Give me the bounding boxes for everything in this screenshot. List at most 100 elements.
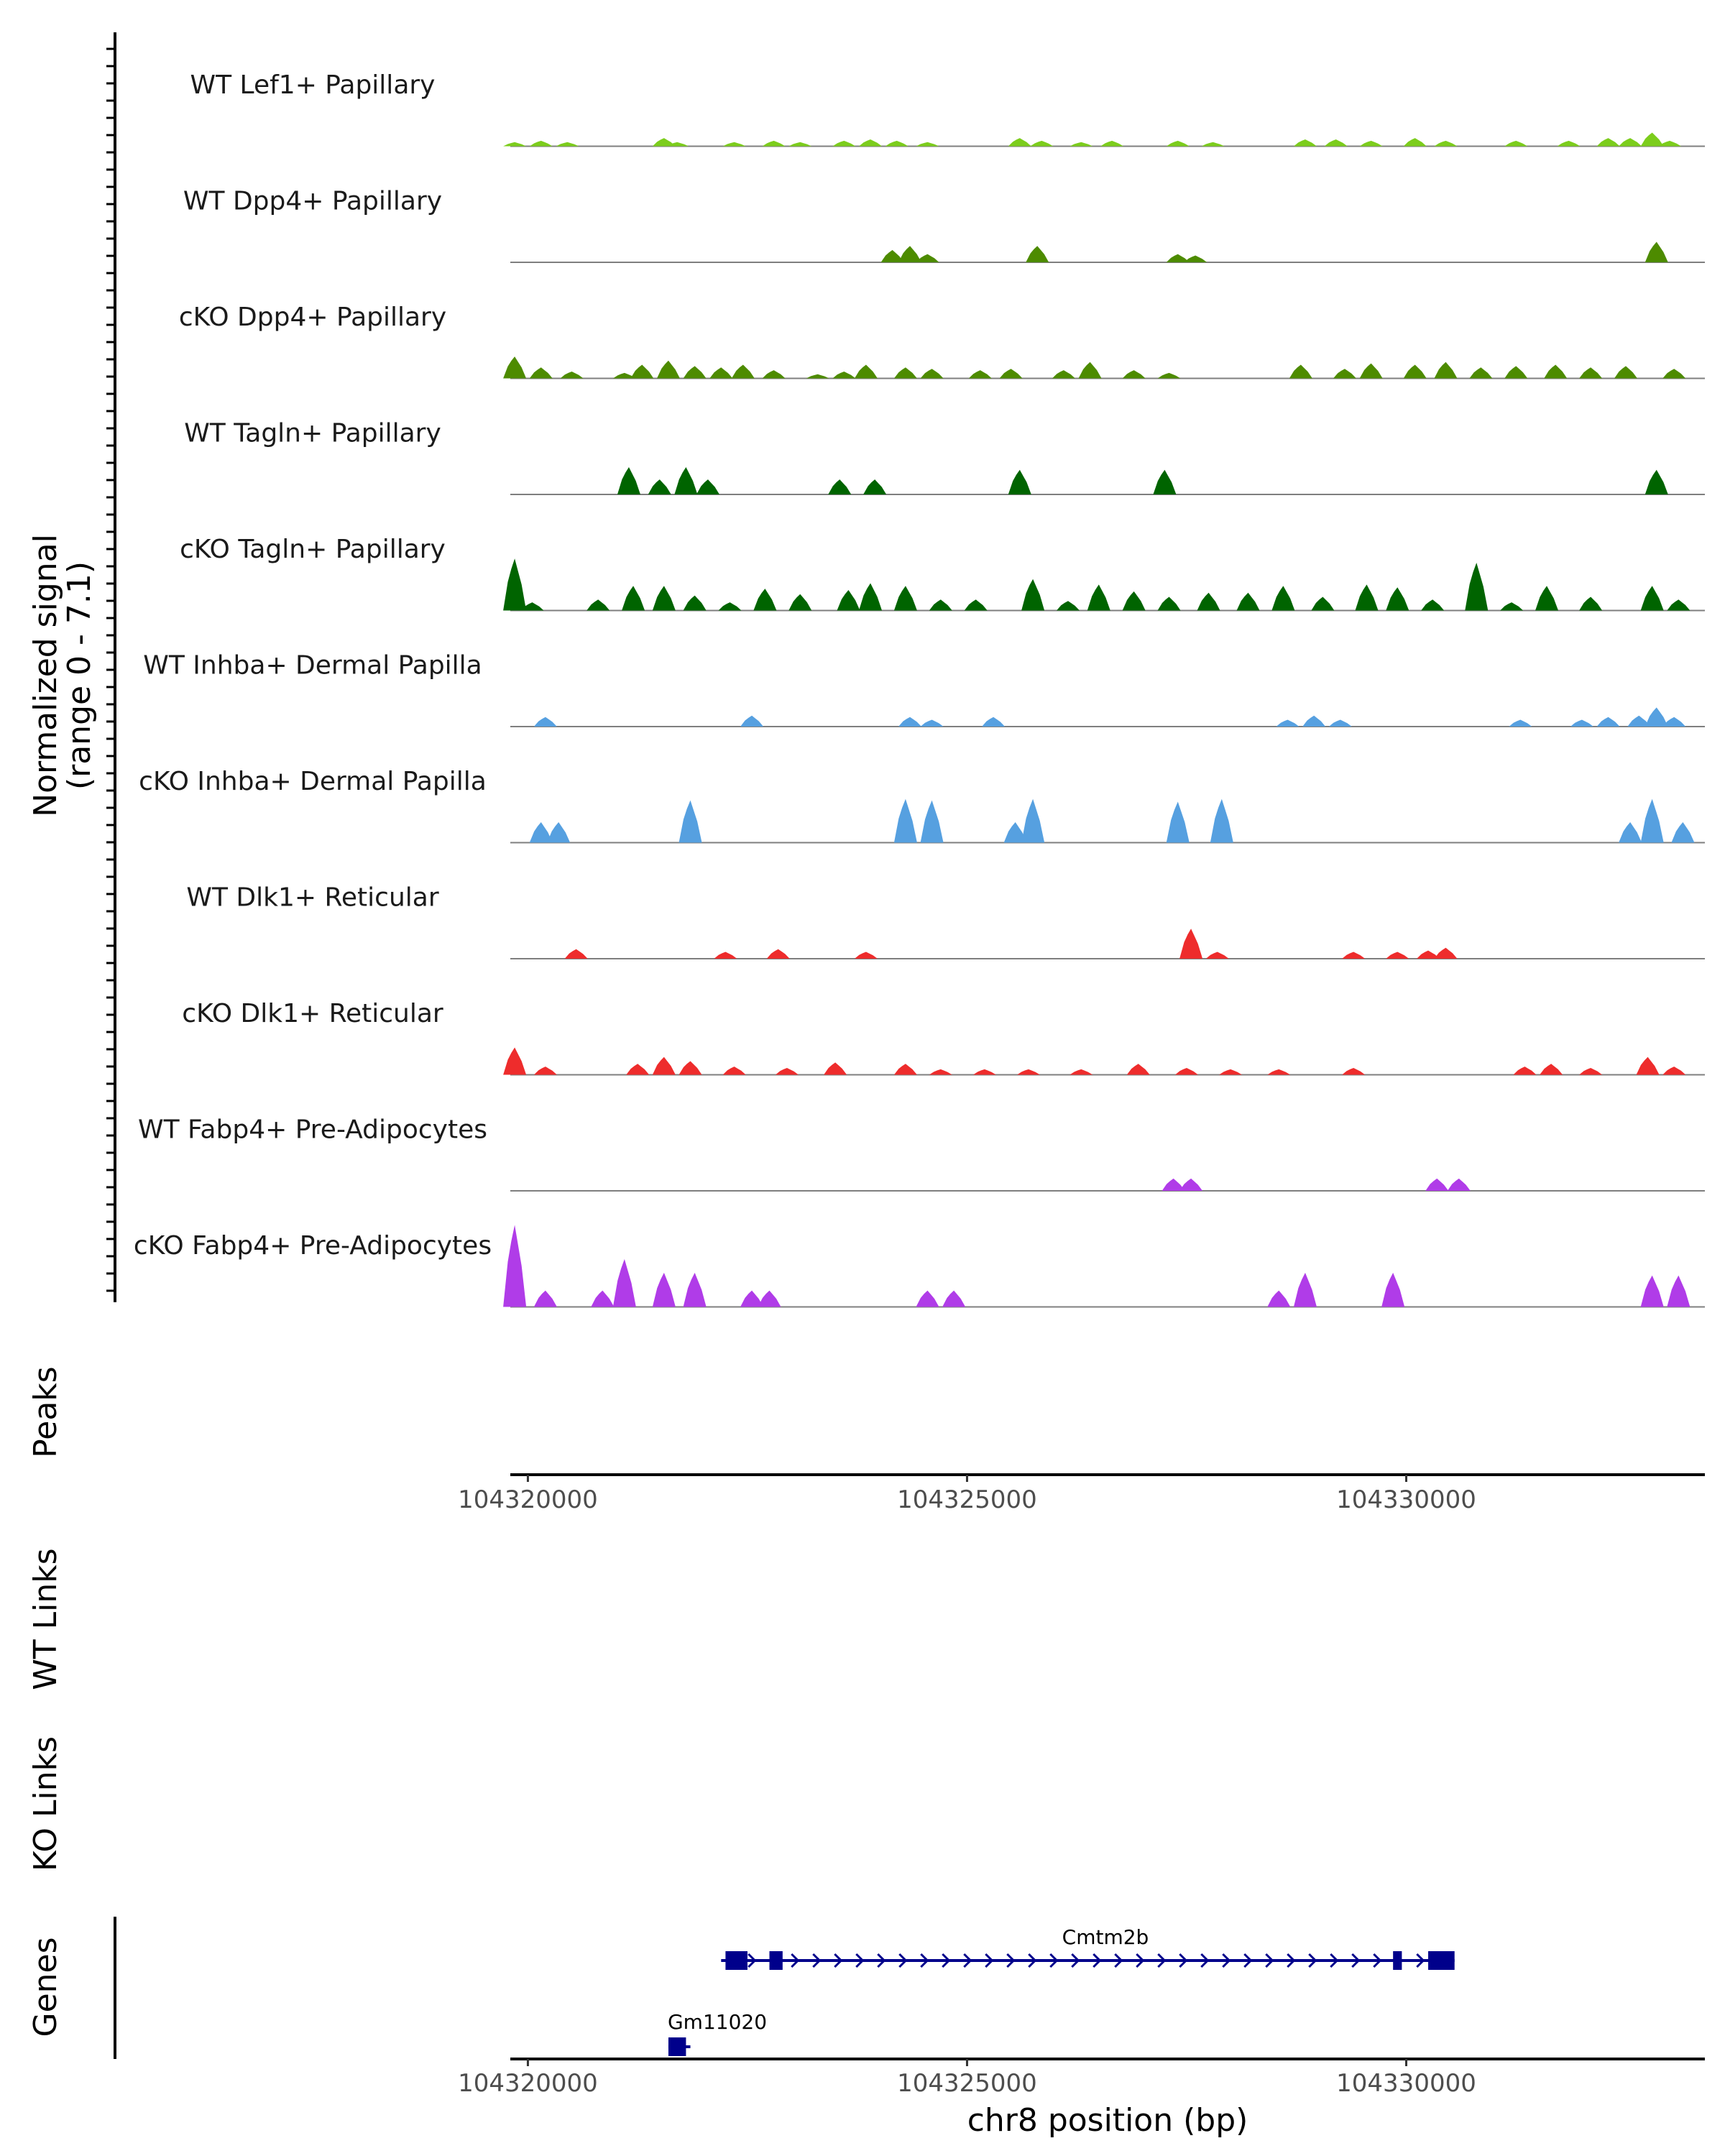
gene-exon: [1393, 1951, 1402, 1970]
coverage-peak: [503, 1047, 527, 1075]
strand-chevron: [1114, 1953, 1123, 1968]
coverage-peak: [1276, 719, 1300, 727]
coverage-peak: [591, 1290, 615, 1307]
coverage-peak: [1078, 361, 1102, 379]
coverage-peak: [1210, 798, 1233, 843]
coverage-track-label: WT Tagln+ Papillary: [184, 419, 441, 448]
coverage-peak: [1662, 1067, 1686, 1075]
coverage-peak: [1271, 586, 1295, 611]
strand-chevron: [985, 1953, 994, 1968]
coverage-peak: [1293, 139, 1317, 147]
coverage-peak: [1644, 241, 1668, 262]
coverage-peak: [1535, 586, 1559, 611]
coverage-y-label-line2: (range 0 - 7.1): [61, 561, 98, 790]
coverage-peak: [1640, 586, 1664, 611]
strand-chevron: [1071, 1953, 1080, 1968]
coverage-peak: [612, 1259, 636, 1307]
links-panel: WT Links KO Links: [27, 1548, 64, 1871]
coverage-peak: [740, 715, 764, 727]
coverage-peak: [1540, 1064, 1563, 1075]
coverage-peak: [612, 372, 636, 379]
coverage-peak: [1667, 1275, 1690, 1307]
strand-chevron: [1351, 1953, 1361, 1968]
coverage-peak: [648, 479, 671, 494]
coverage-peak: [529, 140, 553, 147]
coverage-peak: [788, 594, 812, 611]
coverage-peak: [1179, 929, 1203, 959]
coverage-peak: [1153, 469, 1177, 494]
coverage-peak: [1636, 1056, 1660, 1075]
coverage-track-label: WT Dpp4+ Papillary: [183, 187, 442, 216]
coverage-peak: [1579, 1068, 1603, 1075]
coverage-peak: [1219, 1069, 1243, 1075]
coverage-track: WT Tagln+ Papillary: [184, 419, 1705, 495]
strand-chevron: [1243, 1953, 1253, 1968]
strand-chevron: [812, 1953, 822, 1968]
coverage-track: cKO Tagln+ Papillary: [180, 535, 1705, 612]
coverage-peak: [520, 602, 544, 611]
coverage-peak: [1596, 717, 1620, 727]
gene-exon: [1428, 1951, 1455, 1970]
coverage-peak: [1425, 1178, 1449, 1191]
coverage-peak: [1434, 361, 1458, 379]
coverage-peak: [652, 1273, 676, 1307]
ko-links-y-label: KO Links: [27, 1736, 64, 1871]
genes-x-axis-title: chr8 position (bp): [967, 2102, 1248, 2139]
coverage-peak: [893, 1064, 917, 1075]
coverage-peak: [1157, 372, 1181, 379]
coverage-peak: [832, 372, 856, 379]
coverage-peak: [972, 1069, 996, 1075]
coverage-track-label: cKO Dpp4+ Papillary: [179, 303, 446, 332]
coverage-peak: [1500, 602, 1524, 611]
peaks-y-label: Peaks: [27, 1366, 64, 1457]
coverage-peak: [1026, 246, 1049, 262]
coverage-peak: [1267, 1290, 1291, 1307]
coverage-peak: [854, 952, 878, 959]
coverage-y-ticks: [106, 47, 115, 1292]
gene-exon: [769, 1951, 783, 1970]
genes-x-ticks: 104320000 104325000 104330000: [458, 2059, 1476, 2098]
gene-model: Gm11020: [668, 2010, 767, 2056]
coverage-peak: [1021, 579, 1045, 611]
coverage-peak: [1671, 822, 1695, 843]
coverage-peak: [1579, 596, 1603, 611]
coverage-peak: [696, 479, 719, 494]
strand-chevron: [877, 1953, 886, 1968]
coverage-peak: [586, 599, 610, 611]
coverage-peak: [1640, 1275, 1664, 1307]
wt-links-y-label: WT Links: [27, 1548, 64, 1690]
coverage-peak: [1017, 1069, 1041, 1075]
gene-models: Cmtm2b Gm11020: [668, 1925, 1455, 2056]
coverage-peak: [880, 249, 904, 262]
coverage-track-label: WT Fabp4+ Pre-Adipocytes: [138, 1115, 487, 1145]
coverage-peak: [758, 1290, 781, 1307]
x-tick-label: 104320000: [458, 1485, 598, 1514]
coverage-peak: [626, 1064, 650, 1075]
coverage-peak: [1640, 798, 1664, 843]
coverage-peak: [740, 1290, 764, 1307]
coverage-peak: [898, 246, 922, 262]
coverage-track: WT Inhba+ Dermal Papilla: [143, 651, 1705, 727]
coverage-peak: [837, 590, 860, 611]
coverage-peak: [1614, 366, 1638, 379]
coverage-peak: [968, 370, 992, 379]
coverage-peak: [1386, 952, 1409, 959]
gene-name-label: Cmtm2b: [1062, 1925, 1149, 1949]
strand-chevron: [942, 1953, 951, 1968]
x-tick-label: 104325000: [897, 1485, 1037, 1514]
strand-chevron: [1136, 1953, 1145, 1968]
coverage-peak: [503, 1225, 527, 1307]
coverage-peak: [1166, 140, 1190, 147]
coverage-peak: [731, 364, 755, 379]
coverage-peak: [832, 140, 856, 147]
coverage-peak: [1030, 140, 1054, 147]
strand-chevron: [1373, 1953, 1382, 1968]
coverage-peak: [652, 1056, 676, 1075]
coverage-peak: [678, 800, 702, 843]
coverage-peak: [766, 949, 790, 959]
coverage-peak: [1008, 138, 1031, 147]
coverage-peak: [560, 372, 584, 379]
coverage-peak: [964, 599, 988, 611]
coverage-peak: [1057, 601, 1080, 611]
coverage-peak: [666, 142, 689, 147]
